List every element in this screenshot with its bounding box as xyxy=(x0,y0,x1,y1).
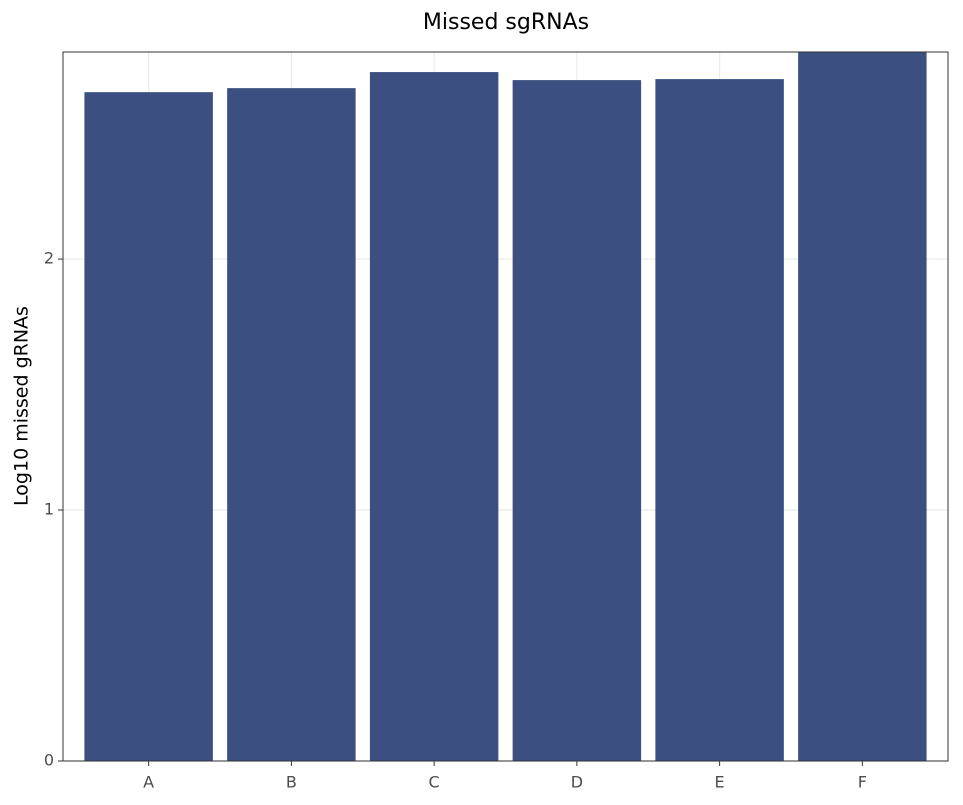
bar xyxy=(798,52,927,761)
bar xyxy=(84,92,213,761)
y-axis-label: Log10 missed gRNAs xyxy=(11,306,33,506)
bar xyxy=(512,80,642,762)
x-tick-label: A xyxy=(143,773,154,792)
bar xyxy=(369,72,499,761)
x-tick-label: C xyxy=(429,773,440,792)
x-tick-label: E xyxy=(715,773,725,792)
x-tick-label: B xyxy=(286,773,297,792)
bar xyxy=(655,79,784,762)
chart-title: Missed sgRNAs xyxy=(423,10,589,35)
y-tick-label: 1 xyxy=(44,500,54,519)
x-tick-label: D xyxy=(571,773,583,792)
y-tick-label: 0 xyxy=(44,751,54,770)
bar xyxy=(227,88,356,761)
y-tick-label: 2 xyxy=(44,249,54,268)
x-tick-label: F xyxy=(858,773,867,792)
panel-border xyxy=(62,51,949,762)
